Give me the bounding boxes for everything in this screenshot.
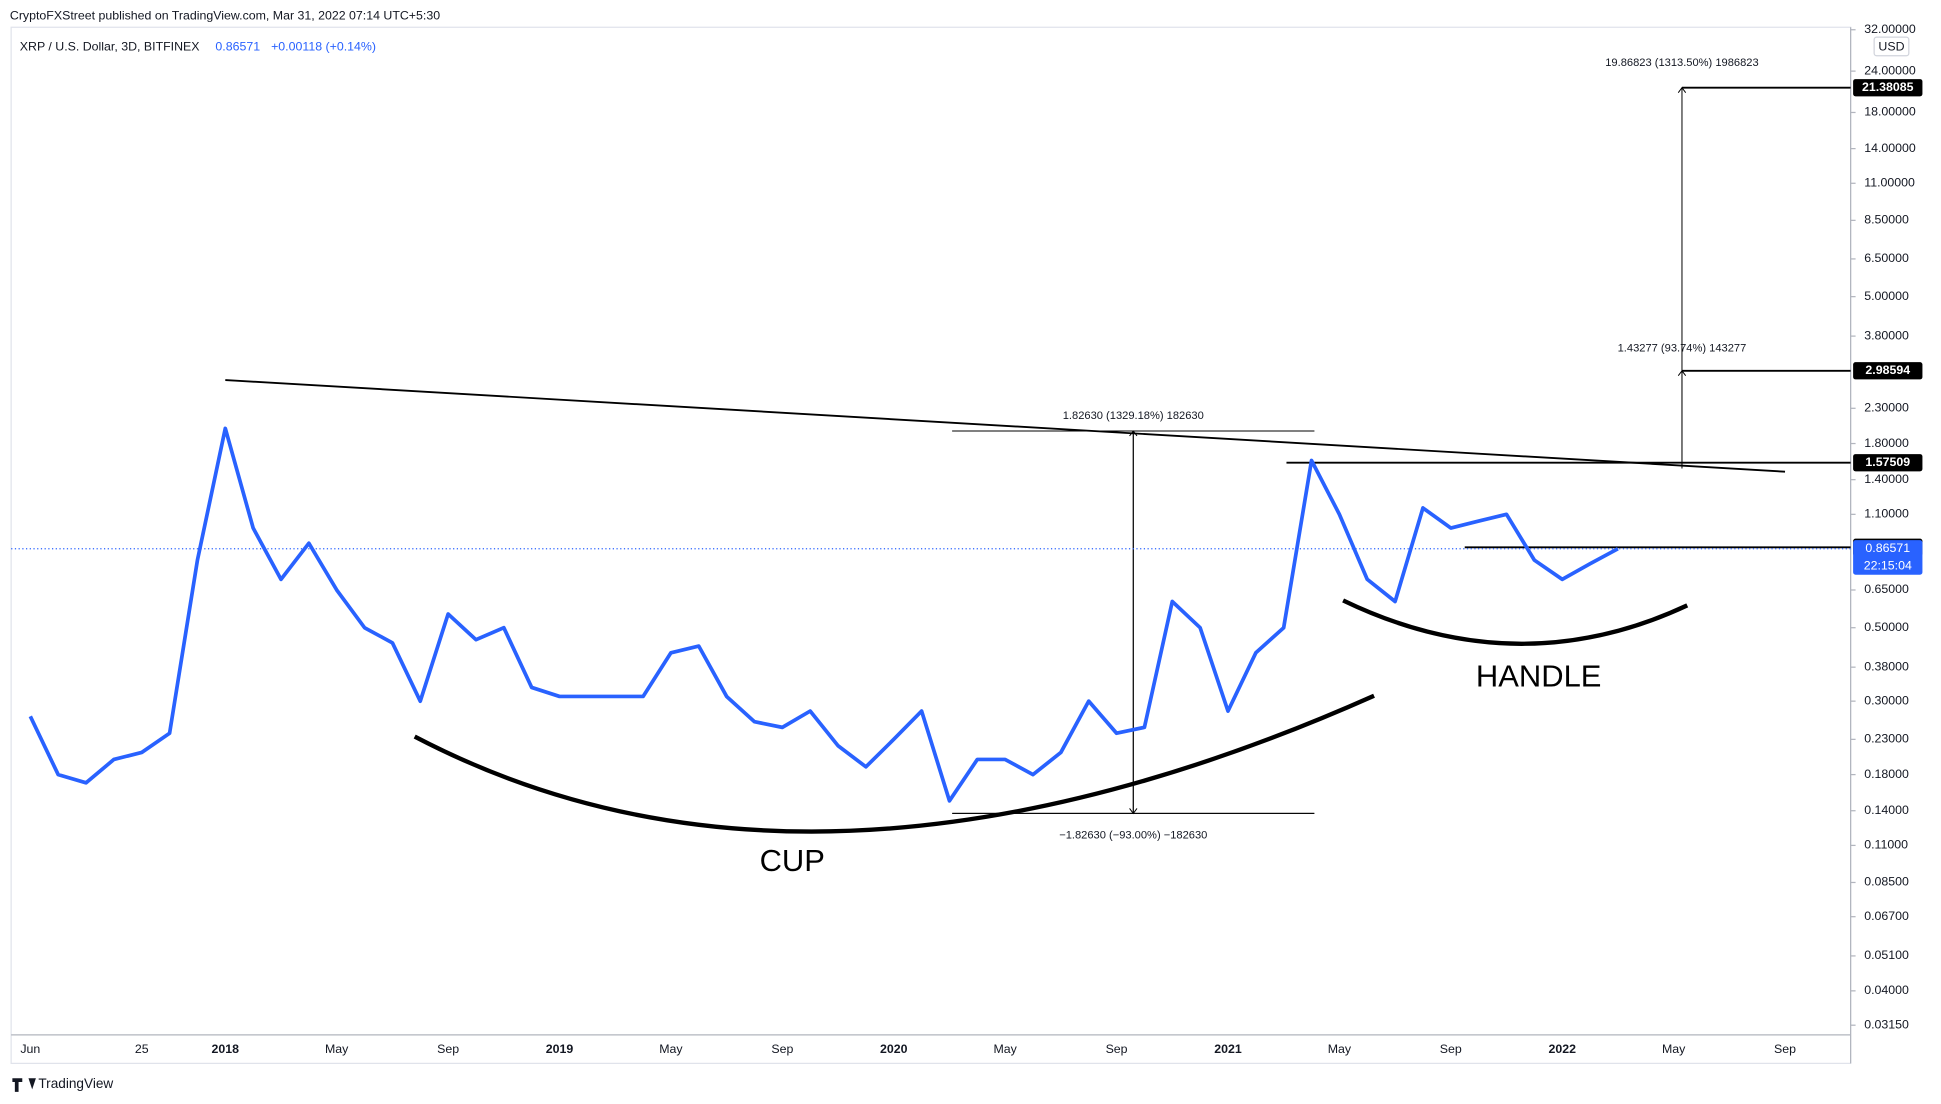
- x-tick-label: 2022: [1548, 1042, 1576, 1056]
- y-tick-label: 3.80000: [1864, 328, 1909, 342]
- price-tag-label: 1.57509: [1865, 455, 1910, 469]
- y-tick-label: 0.65000: [1864, 582, 1909, 596]
- legend-price: 0.86571: [215, 39, 260, 53]
- x-tick-label: Sep: [1106, 1042, 1128, 1056]
- x-tick-label: May: [993, 1042, 1017, 1056]
- y-tick-label: 5.00000: [1864, 289, 1909, 303]
- legend-change: +0.00118 (+0.14%): [271, 39, 376, 53]
- y-tick-label: 24.00000: [1864, 63, 1916, 77]
- handle-curve: [1342, 598, 1689, 646]
- price-tag: [1853, 79, 1923, 97]
- y-tick-label: 0.23000: [1864, 732, 1909, 746]
- y-tick-label: 0.03150: [1864, 1017, 1909, 1031]
- y-tick-label: 14.00000: [1864, 141, 1916, 155]
- y-tick-label: 0.06700: [1864, 909, 1909, 923]
- x-tick-label: Jun: [20, 1042, 40, 1056]
- currency-label[interactable]: USD: [1878, 39, 1904, 53]
- x-tick-label: Sep: [1440, 1042, 1462, 1056]
- y-tick-label: 32.00000: [1864, 22, 1916, 36]
- footer-brand: TradingView: [38, 1076, 113, 1091]
- y-tick-label: 0.14000: [1864, 803, 1909, 817]
- y-tick-label: 0.18000: [1864, 767, 1909, 781]
- cup-label: CUP: [760, 843, 825, 878]
- price-tag-label: 21.38085: [1862, 80, 1914, 94]
- cup-curve: [413, 693, 1375, 834]
- measure-label: −1.82630 (−93.00%) −182630: [1059, 830, 1207, 842]
- y-tick-label: 0.50000: [1864, 620, 1909, 634]
- y-tick-label: 0.05100: [1864, 948, 1909, 962]
- y-tick-label: 0.30000: [1864, 693, 1909, 707]
- x-tick-label: 2019: [546, 1042, 574, 1056]
- tv-logo: [12, 1078, 36, 1092]
- price-line: [28, 426, 1619, 803]
- x-tick-label: Sep: [1774, 1042, 1796, 1056]
- y-tick-label: 6.50000: [1864, 251, 1909, 265]
- y-tick-label: 8.50000: [1864, 213, 1909, 227]
- x-tick-label: Sep: [437, 1042, 459, 1056]
- x-tick-label: Sep: [771, 1042, 793, 1056]
- price-tag-label: 2.98594: [1865, 363, 1910, 377]
- measure-label: 1.82630 (1329.18%) 182630: [1063, 410, 1204, 422]
- handle-label: HANDLE: [1476, 659, 1602, 694]
- y-tick-label: 0.11000: [1864, 838, 1908, 852]
- y-tick-label: 0.38000: [1864, 659, 1909, 673]
- measure-label: 19.86823 (1313.50%) 1986823: [1605, 57, 1758, 69]
- y-tick-label: 0.04000: [1864, 983, 1909, 997]
- y-tick-label: 1.40000: [1864, 472, 1909, 486]
- last-price-label: 0.86571: [1865, 541, 1910, 555]
- price-tag: [1853, 454, 1923, 472]
- y-tick-label: 1.10000: [1864, 507, 1909, 521]
- currency-box[interactable]: [1873, 36, 1910, 57]
- countdown-label: 22:15:04: [1864, 558, 1912, 572]
- legend-title: XRP / U.S. Dollar, 3D, BITFINEX: [20, 39, 200, 53]
- measure-arrow: [1677, 86, 1687, 93]
- x-tick-label: May: [325, 1042, 349, 1056]
- x-tick-label: May: [659, 1042, 683, 1056]
- plot-frame: [10, 26, 1852, 1064]
- last-price-tag: [1853, 540, 1923, 575]
- y-tick-label: 1.80000: [1864, 436, 1909, 450]
- x-tick-label: 2021: [1214, 1042, 1242, 1056]
- publisher-text: CryptoFXStreet published on TradingView.…: [10, 8, 440, 22]
- y-tick-label: 11.00000: [1864, 176, 1915, 190]
- price-tag: [1853, 362, 1923, 380]
- x-tick-label: 2018: [212, 1042, 240, 1056]
- x-tick-label: May: [1328, 1042, 1352, 1056]
- y-tick-label: 0.08500: [1864, 875, 1909, 889]
- x-tick-label: 25: [135, 1042, 149, 1056]
- x-tick-label: May: [1662, 1042, 1686, 1056]
- y-tick-label: 2.30000: [1864, 401, 1909, 415]
- trend-line: [225, 379, 1786, 473]
- y-tick-label: 18.00000: [1864, 105, 1916, 119]
- x-tick-label: 2020: [880, 1042, 908, 1056]
